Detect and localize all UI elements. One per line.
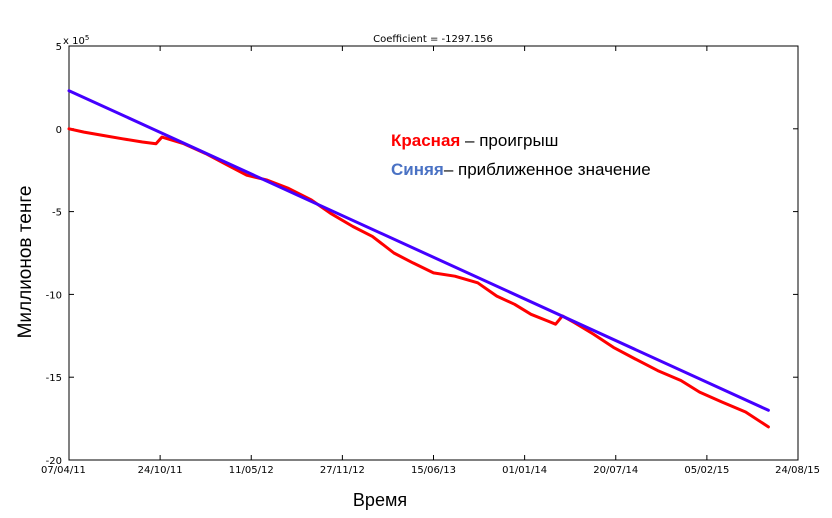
legend-annotation-blue: Синяя– приближенное значение	[391, 160, 651, 179]
legend-annotation-red-word: Красная	[391, 131, 460, 150]
x-tick-label: 24/08/15	[775, 465, 820, 476]
y-tick-label: -20	[46, 456, 62, 467]
x-tick-label: 05/02/15	[684, 465, 729, 476]
y-tick-label: -10	[46, 290, 62, 301]
x-tick-label: 24/10/11	[138, 465, 183, 476]
y-tick-label: 5	[56, 42, 62, 53]
series-layer	[67, 89, 770, 429]
chart-title: Coefficient = -1297.156	[373, 34, 493, 45]
legend-annotation-blue-text: – приближенное значение	[444, 160, 651, 179]
x-tick-label: 07/04/11	[41, 465, 86, 476]
y-tick-label: -5	[52, 208, 62, 219]
y-multiplier-exponent: 5	[85, 34, 89, 42]
y-axis-label: Миллионов тенге	[15, 186, 36, 339]
x-tick-label: 15/06/13	[411, 465, 456, 476]
plot-frame	[68, 45, 799, 461]
axes-ticks: 07/04/11 24/10/11 11/05/12 27/11/12 15/06/13…	[41, 42, 820, 476]
y-tick-label: -15	[46, 373, 62, 384]
x-tick-label: 01/01/14	[502, 465, 547, 476]
y-multiplier-base: x 10	[63, 36, 85, 47]
x-tick-label: 27/11/12	[320, 465, 365, 476]
y-tick-label: 0	[56, 125, 62, 136]
legend-annotation-red: Красная – проигрыш	[391, 131, 558, 150]
y-multiplier-label: x 105	[63, 34, 89, 47]
legend-annotation-blue-word: Синяя	[391, 160, 444, 179]
x-tick-label: 11/05/12	[229, 465, 274, 476]
x-tick-label: 20/07/14	[593, 465, 638, 476]
fit-series-line	[67, 89, 770, 412]
loss-series-line	[67, 127, 770, 429]
legend-annotation-red-text: – проигрыш	[460, 131, 558, 150]
x-axis-label: Время	[353, 490, 407, 510]
